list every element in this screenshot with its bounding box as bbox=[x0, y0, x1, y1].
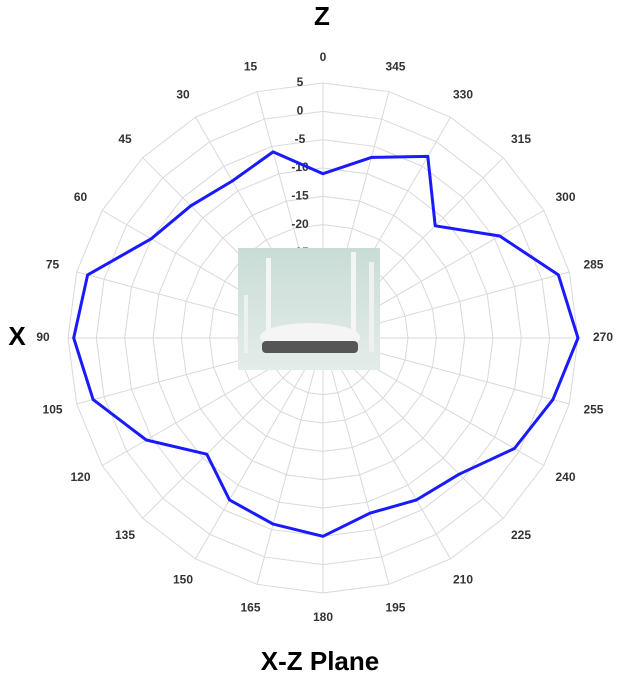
angle-label: 30 bbox=[176, 88, 190, 102]
r-tick-label: -15 bbox=[291, 189, 309, 203]
angle-label: 285 bbox=[583, 258, 603, 272]
angle-label: 300 bbox=[555, 190, 575, 204]
angle-label: 195 bbox=[385, 601, 405, 615]
r-tick-label: -10 bbox=[291, 160, 309, 174]
angle-label: 150 bbox=[173, 573, 193, 587]
pattern-line bbox=[72, 150, 580, 538]
angle-label: 345 bbox=[385, 60, 405, 74]
r-tick-label: -20 bbox=[291, 217, 309, 231]
angle-label: 0 bbox=[320, 50, 327, 64]
r-tick-label: 5 bbox=[297, 75, 304, 89]
angle-label: 315 bbox=[511, 132, 531, 146]
device-photo bbox=[238, 248, 380, 370]
angle-label: 105 bbox=[43, 403, 63, 417]
r-tick-label: -5 bbox=[295, 132, 306, 146]
chart-title: X-Z Plane bbox=[261, 646, 379, 676]
angle-label: 270 bbox=[593, 330, 613, 344]
angle-label: 225 bbox=[511, 528, 531, 542]
angle-label: 120 bbox=[70, 470, 90, 484]
angle-label: 180 bbox=[313, 610, 333, 624]
angle-label: 60 bbox=[74, 190, 88, 204]
spoke bbox=[256, 337, 324, 585]
angle-label: 210 bbox=[453, 573, 473, 587]
series bbox=[72, 150, 580, 538]
r-tick-label: 0 bbox=[297, 104, 304, 118]
angle-label: 240 bbox=[555, 470, 575, 484]
spoke bbox=[195, 337, 324, 560]
angle-label: 255 bbox=[583, 403, 603, 417]
angle-label: 15 bbox=[244, 60, 258, 74]
angle-label: 330 bbox=[453, 88, 473, 102]
axis-label: Z bbox=[314, 1, 330, 31]
angle-label: 45 bbox=[118, 132, 132, 146]
spoke bbox=[322, 337, 390, 585]
angle-label: 135 bbox=[115, 528, 135, 542]
angle-label: 90 bbox=[36, 330, 50, 344]
angle-label: 75 bbox=[46, 258, 60, 272]
angle-label: 165 bbox=[241, 601, 261, 615]
spoke bbox=[322, 337, 451, 560]
axis-label: X bbox=[8, 321, 26, 351]
